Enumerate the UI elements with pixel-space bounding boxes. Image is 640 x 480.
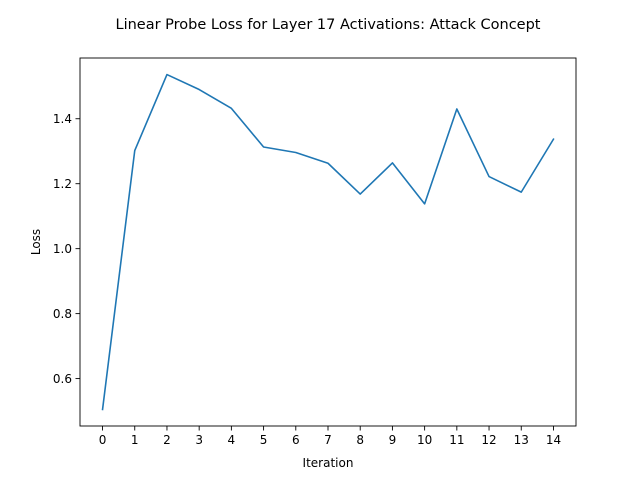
y-axis-label: Loss [29, 229, 43, 255]
x-tick-label: 2 [163, 433, 171, 447]
x-tick-label: 14 [546, 433, 561, 447]
x-tick-label: 6 [292, 433, 300, 447]
y-tick-label: 0.6 [53, 372, 72, 386]
plot-frame [79, 57, 577, 427]
y-tick-label: 1.0 [53, 242, 72, 256]
x-tick-label: 7 [324, 433, 332, 447]
x-axis-ticks: 0 1 2 3 4 5 6 7 8 9 10 11 12 13 14 [99, 426, 561, 447]
series-line [101, 73, 555, 411]
x-tick-label: 0 [99, 433, 107, 447]
x-tick-label: 10 [417, 433, 432, 447]
plot-area [79, 57, 577, 427]
chart-title: Linear Probe Loss for Layer 17 Activatio… [116, 17, 541, 33]
y-tick-label: 1.4 [53, 112, 72, 126]
x-tick-label: 3 [195, 433, 203, 447]
x-axis-label: Iteration [303, 456, 354, 470]
x-tick-label: 12 [481, 433, 496, 447]
x-tick-label: 4 [228, 433, 236, 447]
y-tick-label: 1.2 [53, 177, 72, 191]
x-tick-label: 11 [449, 433, 464, 447]
x-tick-label: 5 [260, 433, 268, 447]
x-tick-label: 13 [514, 433, 529, 447]
x-tick-label: 8 [356, 433, 364, 447]
x-tick-label: 1 [131, 433, 139, 447]
x-tick-label: 9 [389, 433, 397, 447]
y-tick-label: 0.8 [53, 307, 72, 321]
y-axis-ticks: 0.6 0.8 1.0 1.2 1.4 [53, 112, 80, 386]
